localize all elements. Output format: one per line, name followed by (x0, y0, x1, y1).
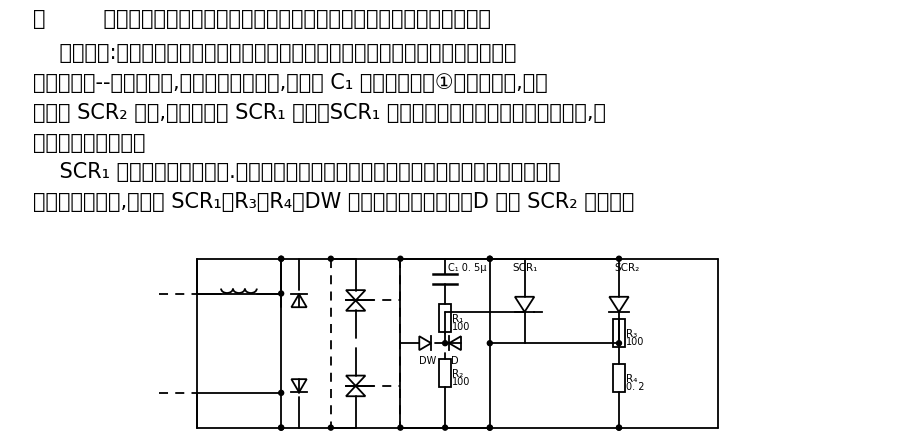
Text: R₃: R₃ (626, 329, 637, 339)
Circle shape (398, 425, 402, 430)
Text: 100: 100 (452, 376, 471, 386)
Circle shape (279, 256, 283, 262)
Text: 联。逆变器--旦换流失败,电源电压瞬时下降,电容器 C₁ 按消弧电路中①的方向放电,双向: 联。逆变器--旦换流失败,电源电压瞬时下降,电容器 C₁ 按消弧电路中①的方向放… (32, 73, 547, 93)
Text: D: D (451, 355, 459, 365)
Circle shape (279, 425, 283, 430)
Text: DW: DW (419, 355, 437, 365)
Text: 100: 100 (626, 336, 644, 346)
Circle shape (279, 425, 283, 430)
Circle shape (279, 391, 283, 395)
Circle shape (443, 425, 448, 430)
Circle shape (443, 341, 448, 346)
Circle shape (279, 256, 283, 262)
Text: 100: 100 (452, 322, 471, 332)
Text: C₁ 0. 5μ: C₁ 0. 5μ (448, 262, 486, 272)
Text: 是小容量的电源,可省去 SCR₁、R₃、R₄。DW 用来提高检测灵敏度。D 防止 SCR₂ 误动作。: 是小容量的电源,可省去 SCR₁、R₃、R₄。DW 用来提高检测灵敏度。D 防止… (32, 192, 634, 212)
Text: R₂: R₂ (452, 368, 463, 378)
Circle shape (329, 256, 333, 262)
Bar (439, 359, 451, 387)
Text: SCR₂: SCR₂ (614, 262, 640, 272)
Circle shape (329, 425, 333, 430)
Text: 图        所示用双向可控硬构成的消弧电路可以用来作逆变失败时保护可控硬。: 图 所示用双向可控硬构成的消弧电路可以用来作逆变失败时保护可控硬。 (32, 9, 491, 29)
Text: R₁: R₁ (452, 314, 463, 324)
Text: 工作原理:图中虚线框内是逆变器中的可控硬。消弧电路与可控硬逆变电路的电源并: 工作原理:图中虚线框内是逆变器中的可控硬。消弧电路与可控硬逆变电路的电源并 (32, 43, 516, 63)
Text: R₄: R₄ (626, 373, 637, 383)
Circle shape (617, 425, 621, 430)
Circle shape (617, 256, 621, 262)
Bar (613, 364, 625, 392)
Circle shape (487, 425, 492, 430)
Circle shape (487, 256, 492, 262)
Text: SCR₁ 的选择是由电源电压.滤波电容容量、断路器的容量及其动作时间等因素决定。如: SCR₁ 的选择是由电源电压.滤波电容容量、断路器的容量及其动作时间等因素决定。… (32, 162, 560, 182)
Text: 变可控硬受到保护。: 变可控硬受到保护。 (32, 132, 145, 152)
Text: 可控硬 SCR₂ 导通,接着可控硬 SCR₁ 导通。SCR₁ 导通把电源短路紧使快速断路器断开,逆: 可控硬 SCR₂ 导通,接着可控硬 SCR₁ 导通。SCR₁ 导通把电源短路紧使… (32, 102, 605, 122)
Circle shape (487, 341, 492, 346)
Circle shape (487, 256, 492, 262)
Text: SCR₁: SCR₁ (512, 262, 538, 272)
Text: 0. 2: 0. 2 (626, 381, 644, 391)
Circle shape (279, 291, 283, 296)
Bar (613, 319, 625, 347)
Circle shape (617, 341, 621, 346)
Circle shape (487, 425, 492, 430)
Bar (439, 305, 451, 332)
Circle shape (398, 256, 402, 262)
Circle shape (617, 425, 621, 430)
